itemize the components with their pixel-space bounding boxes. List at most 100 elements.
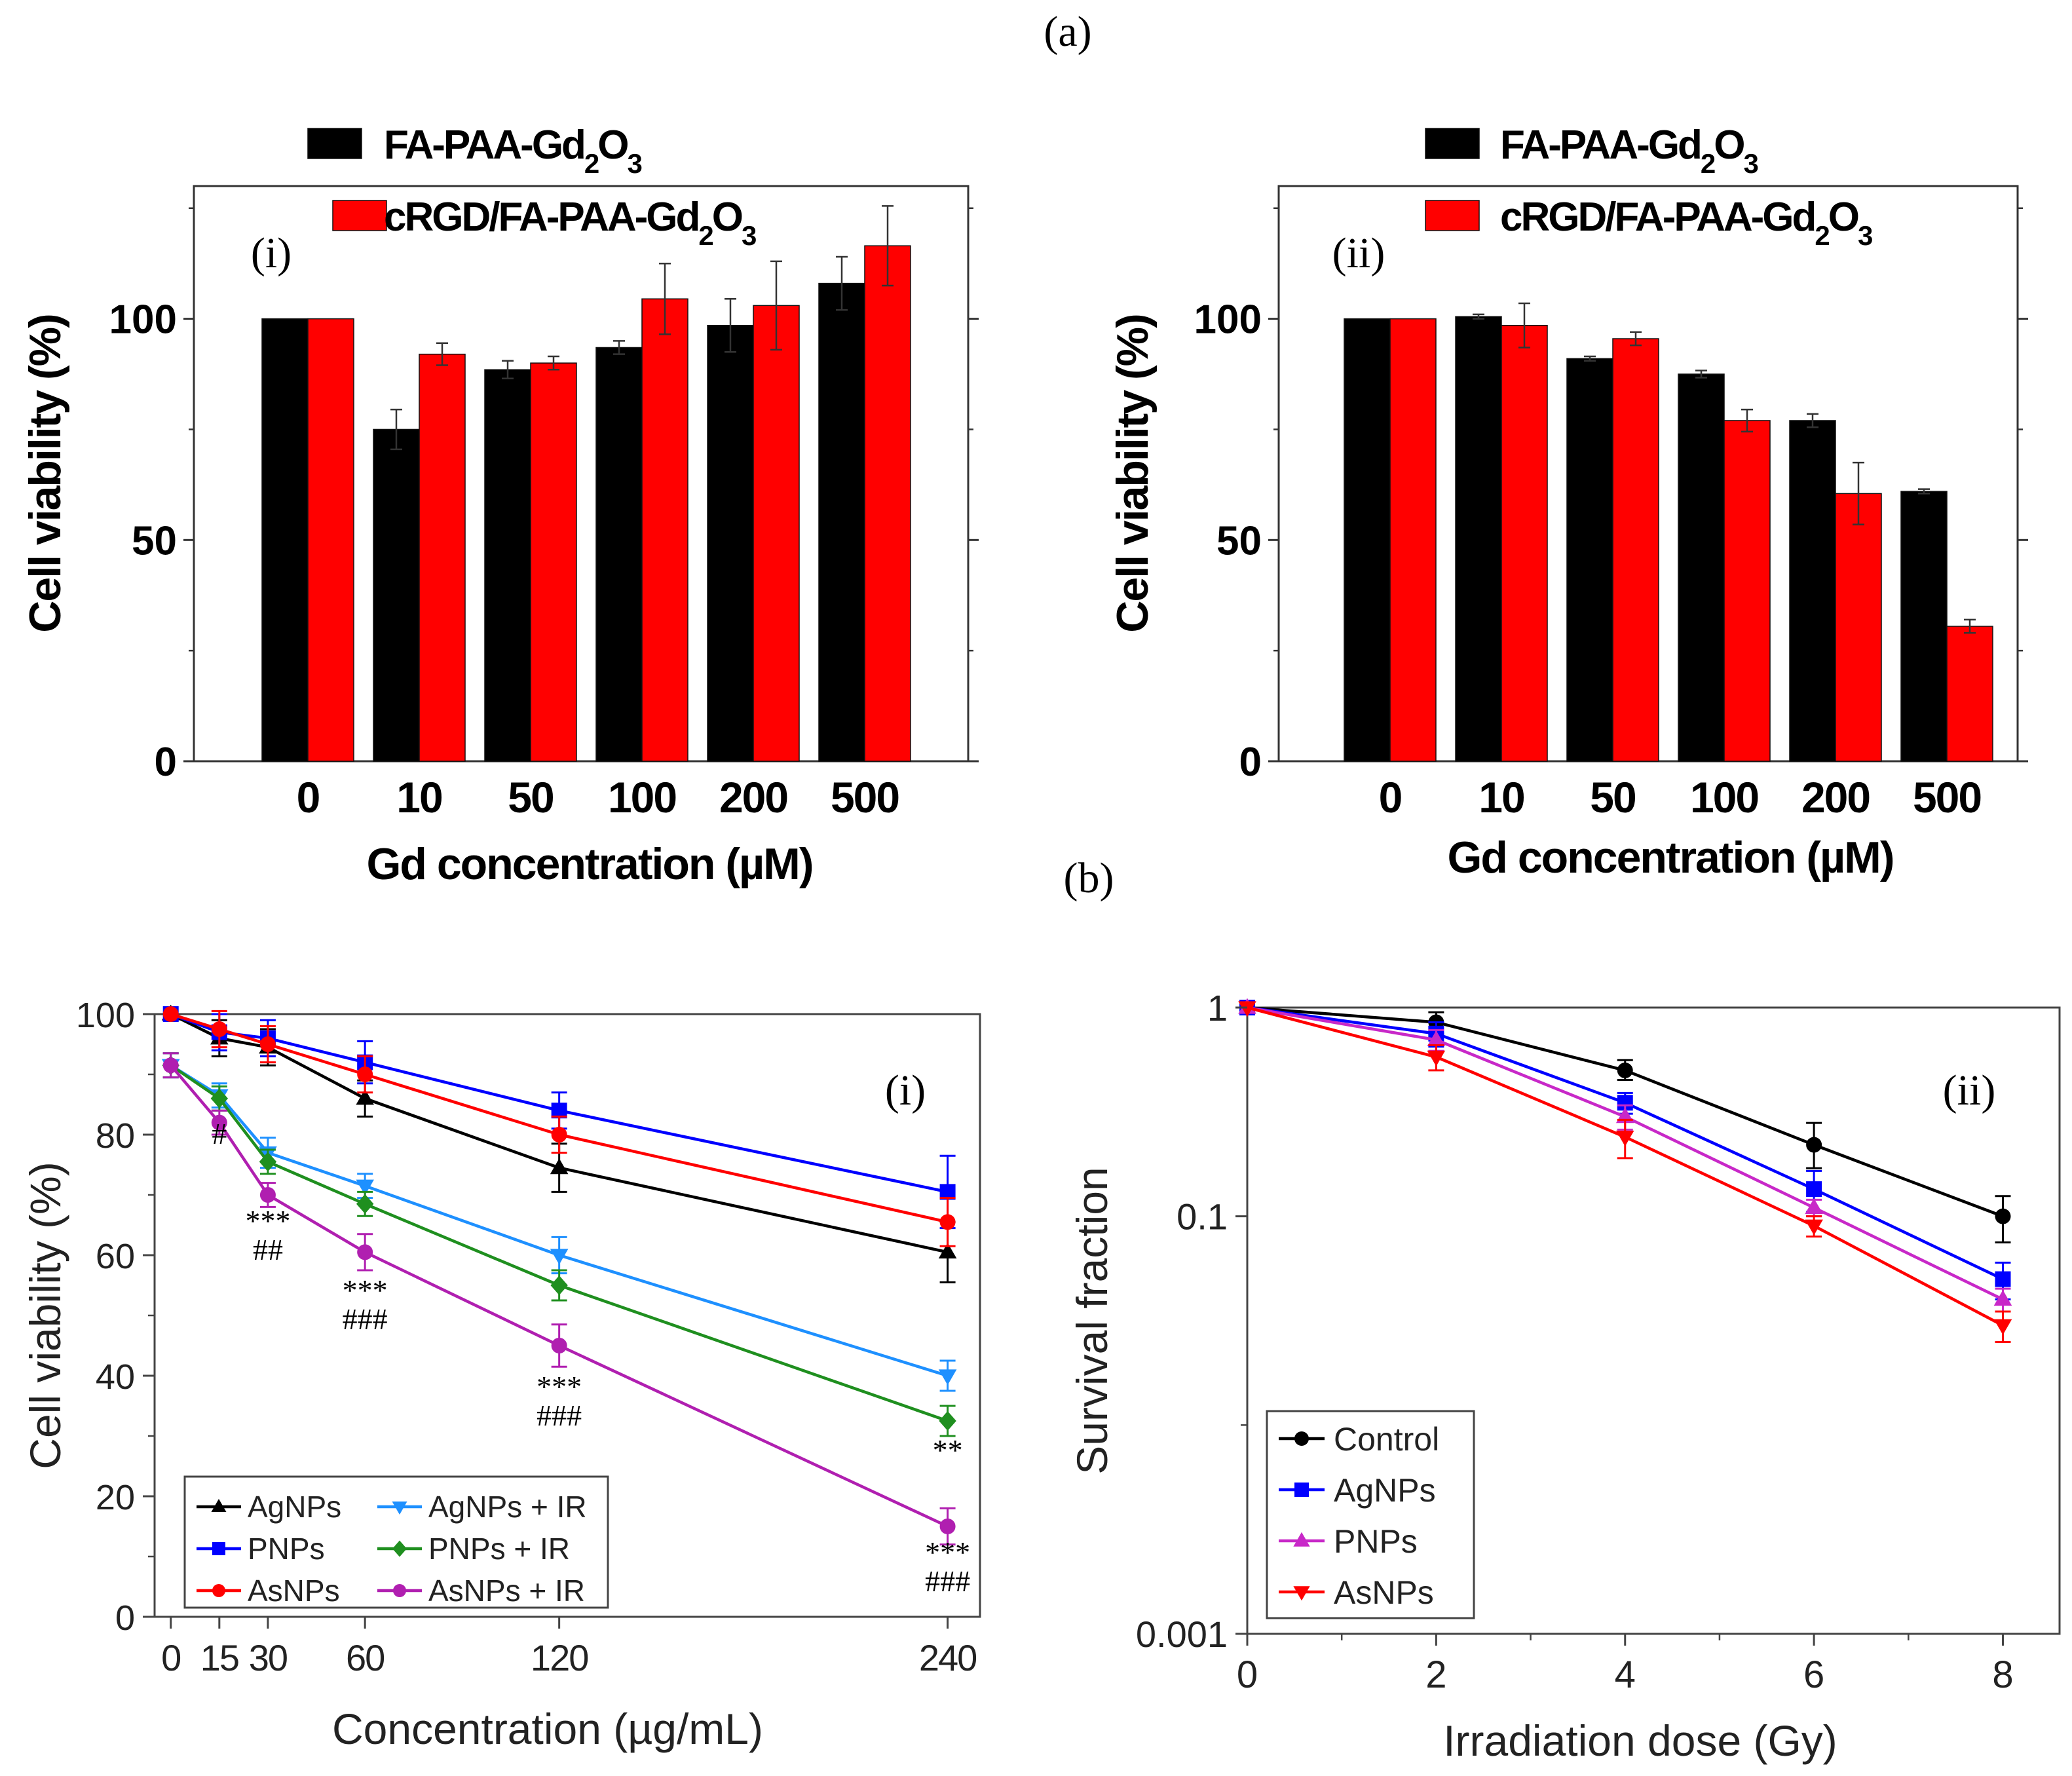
legend-label: PNPs <box>1334 1523 1418 1560</box>
y-tick-label: 40 <box>96 1357 135 1397</box>
y-tick-label: 50 <box>1216 518 1262 563</box>
marker-AsNPs-240 <box>939 1214 956 1230</box>
marker-AsNPs-30 <box>259 1036 276 1052</box>
marker-PNPs + IR-15 <box>210 1088 229 1108</box>
x-tick-label: 100 <box>608 773 676 822</box>
significance-mark: ### <box>925 1564 970 1598</box>
marker-AsNPs-8 <box>1993 1319 2012 1335</box>
marker-AsNPs + IR-240 <box>939 1519 956 1534</box>
legend-label: AsNPs <box>1334 1574 1434 1611</box>
significance-mark: *** <box>245 1204 290 1238</box>
legend-sub: 3 <box>1858 220 1872 251</box>
significance-mark: # <box>212 1117 227 1150</box>
x-tick-label: 10 <box>396 773 442 822</box>
marker-AgNPs-6 <box>1806 1181 1822 1198</box>
x-tick-label: 500 <box>831 773 899 822</box>
bar-cRGD/FA-PAA-Gd2O3-0 <box>1389 318 1437 762</box>
legend: Control AgNPs PNPs AsNPs <box>1266 1410 1475 1619</box>
marker-Control-8 <box>1995 1208 2011 1224</box>
x-axis-title: Gd concentration (µM) <box>367 839 813 889</box>
x-tick-label: 4 <box>1615 1653 1636 1696</box>
bar-FA-PAA-Gd2O3-50 <box>484 369 531 762</box>
y-axis-title: Cell viability (%) <box>21 1162 69 1469</box>
y-tick-label: 0 <box>115 1598 135 1638</box>
y-tick-label: 0 <box>155 740 177 785</box>
x-axis-title: Gd concentration (µM) <box>1448 833 1894 882</box>
series-line-AgNPs <box>170 1012 949 1254</box>
legend-label: Control <box>1334 1421 1439 1458</box>
significance-mark: *** <box>343 1274 388 1307</box>
bar-FA-PAA-Gd2O3-0 <box>261 318 309 762</box>
legend-label: AsNPs + IR <box>428 1574 585 1608</box>
legend-label-main: cRGD/FA-PAA-Gd <box>1500 195 1815 240</box>
marker-AgNPs-60 <box>356 1089 374 1105</box>
legend-sub: 3 <box>742 220 756 251</box>
x-axis-title: Irradiation dose (Gy) <box>1443 1716 1837 1765</box>
bar-cRGD/FA-PAA-Gd2O3-500 <box>1946 626 1993 762</box>
marker-AgNPs + IR-240 <box>938 1369 957 1386</box>
legend-label-main: cRGD/FA-PAA-Gd <box>384 195 698 240</box>
x-tick-label: 0 <box>297 773 320 822</box>
marker-Control-4 <box>1617 1062 1633 1078</box>
bar-FA-PAA-Gd2O3-10 <box>373 428 420 762</box>
series-line-AsNPs <box>1247 1006 2004 1327</box>
x-tick-label: 60 <box>346 1637 384 1678</box>
legend-label: PNPs + IR <box>428 1532 570 1566</box>
marker-AsNPs + IR-0 <box>162 1057 179 1074</box>
bar-FA-PAA-Gd2O3-500 <box>1900 491 1948 762</box>
panel-tag: (ii) <box>1332 229 1385 277</box>
marker-AsNPs-0 <box>162 1006 179 1022</box>
marker-AsNPs-2 <box>1427 1050 1446 1067</box>
legend-label: FA-PAA-Gd2O3 <box>384 123 642 179</box>
y-tick-label: 100 <box>1194 297 1262 343</box>
legend-label-main: FA-PAA-Gd <box>1500 123 1701 168</box>
panel-label-b: (b) <box>1064 854 1114 902</box>
marker-PNPs-8 <box>1993 1290 2012 1306</box>
legend-label: cRGD/FA-PAA-Gd2O3 <box>384 195 756 251</box>
legend-label: AgNPs + IR <box>428 1490 587 1524</box>
marker-Control-6 <box>1806 1137 1822 1153</box>
marker-AsNPs + IR-15 <box>211 1114 227 1131</box>
y-tick-label: 1 <box>1207 987 1228 1029</box>
bar-FA-PAA-Gd2O3-500 <box>818 282 865 762</box>
legend-marker <box>212 1584 225 1597</box>
legend-marker <box>1294 1483 1309 1497</box>
marker-AsNPs-15 <box>211 1021 227 1037</box>
marker-AsNPs-0 <box>1238 1001 1256 1017</box>
legend-swatch <box>307 128 362 159</box>
panel-tag: (i) <box>885 1067 926 1114</box>
x-tick-label: 240 <box>919 1637 976 1678</box>
marker-AgNPs-8 <box>1995 1271 2011 1287</box>
bar-FA-PAA-Gd2O3-200 <box>707 324 754 762</box>
marker-AsNPs-6 <box>1805 1219 1823 1236</box>
marker-PNPs + IR-240 <box>939 1411 956 1431</box>
bar-chart-a-ii: 0 50 100 0 10 50 100 200 500 Gd concentration (µM… <box>1108 123 2028 882</box>
legend-sub: 2 <box>1815 220 1829 251</box>
y-tick-label: 0 <box>1239 740 1262 785</box>
x-tick-label: 50 <box>508 773 553 822</box>
legend-label: AsNPs <box>248 1574 340 1608</box>
marker-AsNPs-120 <box>551 1127 567 1143</box>
legend-mid: O <box>597 123 628 168</box>
legend-marker <box>1293 1532 1310 1547</box>
legend-sub: 2 <box>1701 148 1715 179</box>
legend-label: AgNPs <box>248 1490 341 1524</box>
marker-AgNPs + IR-120 <box>550 1249 569 1265</box>
y-tick-label: 60 <box>96 1237 135 1276</box>
marker-PNPs-2 <box>1427 1030 1446 1046</box>
marker-AgNPs-120 <box>550 1158 569 1175</box>
series-line-AsNPs <box>170 1012 949 1224</box>
plot-frame <box>1246 1006 2061 1635</box>
significance-mark: *** <box>925 1536 970 1569</box>
bar-FA-PAA-Gd2O3-10 <box>1455 316 1502 762</box>
x-tick-label: 200 <box>719 773 787 822</box>
plot-frame <box>193 185 970 763</box>
x-tick-label: 120 <box>531 1637 588 1678</box>
x-tick-label: 0 <box>161 1637 180 1678</box>
x-axis-title: Concentration (µg/mL) <box>332 1705 763 1753</box>
bar-FA-PAA-Gd2O3-100 <box>595 347 643 762</box>
legend-label-main: FA-PAA-Gd <box>384 123 584 168</box>
bar-cRGD/FA-PAA-Gd2O3-50 <box>530 362 577 762</box>
y-tick-label: 80 <box>96 1116 135 1156</box>
